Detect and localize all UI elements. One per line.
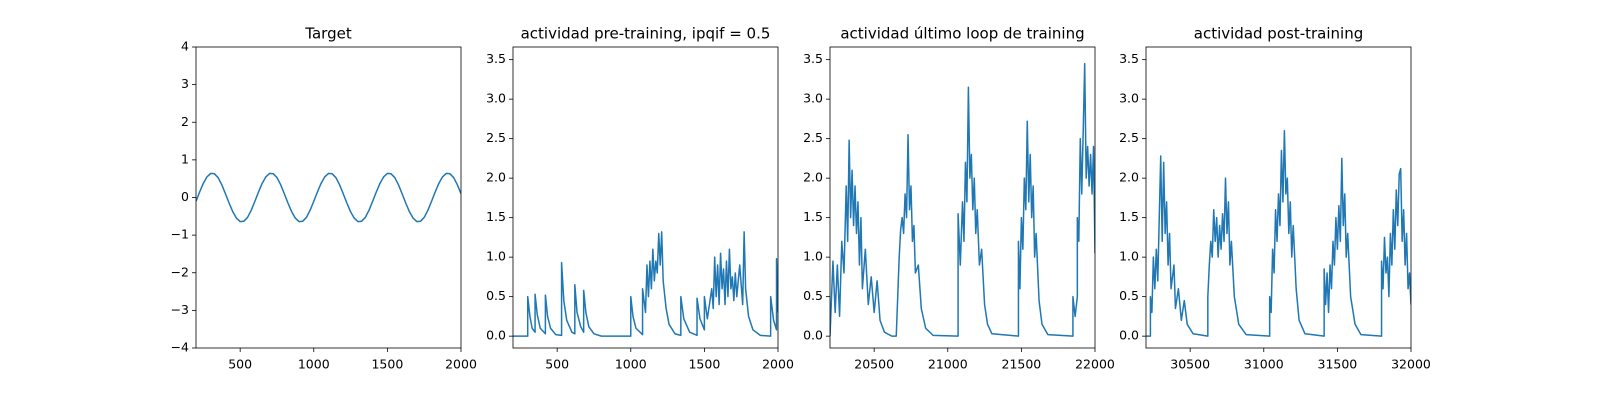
line (1146, 129, 1411, 337)
line (513, 231, 778, 337)
y-tick-label: 1.0 (486, 249, 506, 264)
y-tick-label: 0 (181, 189, 189, 204)
axes-frame (829, 46, 1096, 349)
y-tick-label: 1.5 (1119, 209, 1139, 224)
y-tick-label: 2.0 (486, 170, 506, 185)
x-tick-label: 500 (545, 357, 569, 372)
y-tick-label: 3 (181, 76, 189, 91)
x-tick-label: 20500 (854, 357, 894, 372)
y-tick-label: −1 (171, 227, 189, 242)
y-tick-label: 2 (181, 114, 189, 129)
x-tick-label: 1500 (371, 357, 403, 372)
y-tick-label: 0.5 (486, 288, 506, 303)
y-tick-label: −4 (171, 340, 189, 355)
y-tick-label: 3.0 (1119, 91, 1139, 106)
chart-title: actividad último loop de training (840, 25, 1084, 43)
chart-title: actividad post-training (1194, 25, 1363, 43)
x-tick-label: 2000 (762, 357, 794, 372)
x-tick-label: 21500 (1002, 357, 1042, 372)
y-tick-label: 1.0 (1119, 249, 1139, 264)
y-tick-label: 0.5 (1119, 288, 1139, 303)
y-tick-label: 3.5 (486, 51, 506, 66)
y-tick-label: 3.5 (1119, 51, 1139, 66)
x-tick-label: 32000 (1391, 357, 1431, 372)
y-tick-label: 2.5 (1119, 130, 1139, 145)
x-tick-label: 31000 (1244, 357, 1284, 372)
line (196, 172, 461, 223)
chart-title: actividad pre-training, ipqif = 0.5 (521, 25, 771, 43)
y-tick-label: 3.0 (803, 91, 823, 106)
x-tick-label: 500 (228, 357, 252, 372)
y-tick-label: 2.0 (1119, 170, 1139, 185)
y-tick-label: 4 (181, 39, 189, 54)
y-tick-label: 0.0 (1119, 328, 1139, 343)
y-tick-label: 3.5 (803, 51, 823, 66)
y-tick-label: 0.0 (486, 328, 506, 343)
y-tick-label: 3.0 (486, 91, 506, 106)
chart-title: Target (304, 25, 352, 43)
x-tick-label: 22000 (1075, 357, 1115, 372)
y-tick-label: −2 (171, 264, 189, 279)
y-tick-label: 0.0 (803, 328, 823, 343)
axes-frame (512, 46, 779, 349)
y-tick-label: 0.5 (803, 288, 823, 303)
x-tick-label: 30500 (1170, 357, 1210, 372)
x-tick-label: 1500 (688, 357, 720, 372)
axes-frame (1145, 46, 1412, 349)
y-tick-label: 1.5 (486, 209, 506, 224)
x-tick-label: 21000 (928, 357, 968, 372)
x-tick-label: 1000 (615, 357, 647, 372)
y-tick-label: 2.0 (803, 170, 823, 185)
x-tick-label: 2000 (445, 357, 477, 372)
y-tick-label: 2.5 (803, 130, 823, 145)
axes-frame (195, 46, 462, 349)
x-tick-label: 31500 (1318, 357, 1358, 372)
y-tick-label: −3 (171, 302, 189, 317)
y-tick-label: 1 (181, 151, 189, 166)
y-tick-label: 2.5 (486, 130, 506, 145)
y-tick-label: 1.0 (803, 249, 823, 264)
x-tick-label: 1000 (298, 357, 330, 372)
line (830, 62, 1095, 337)
y-tick-label: 1.5 (803, 209, 823, 224)
